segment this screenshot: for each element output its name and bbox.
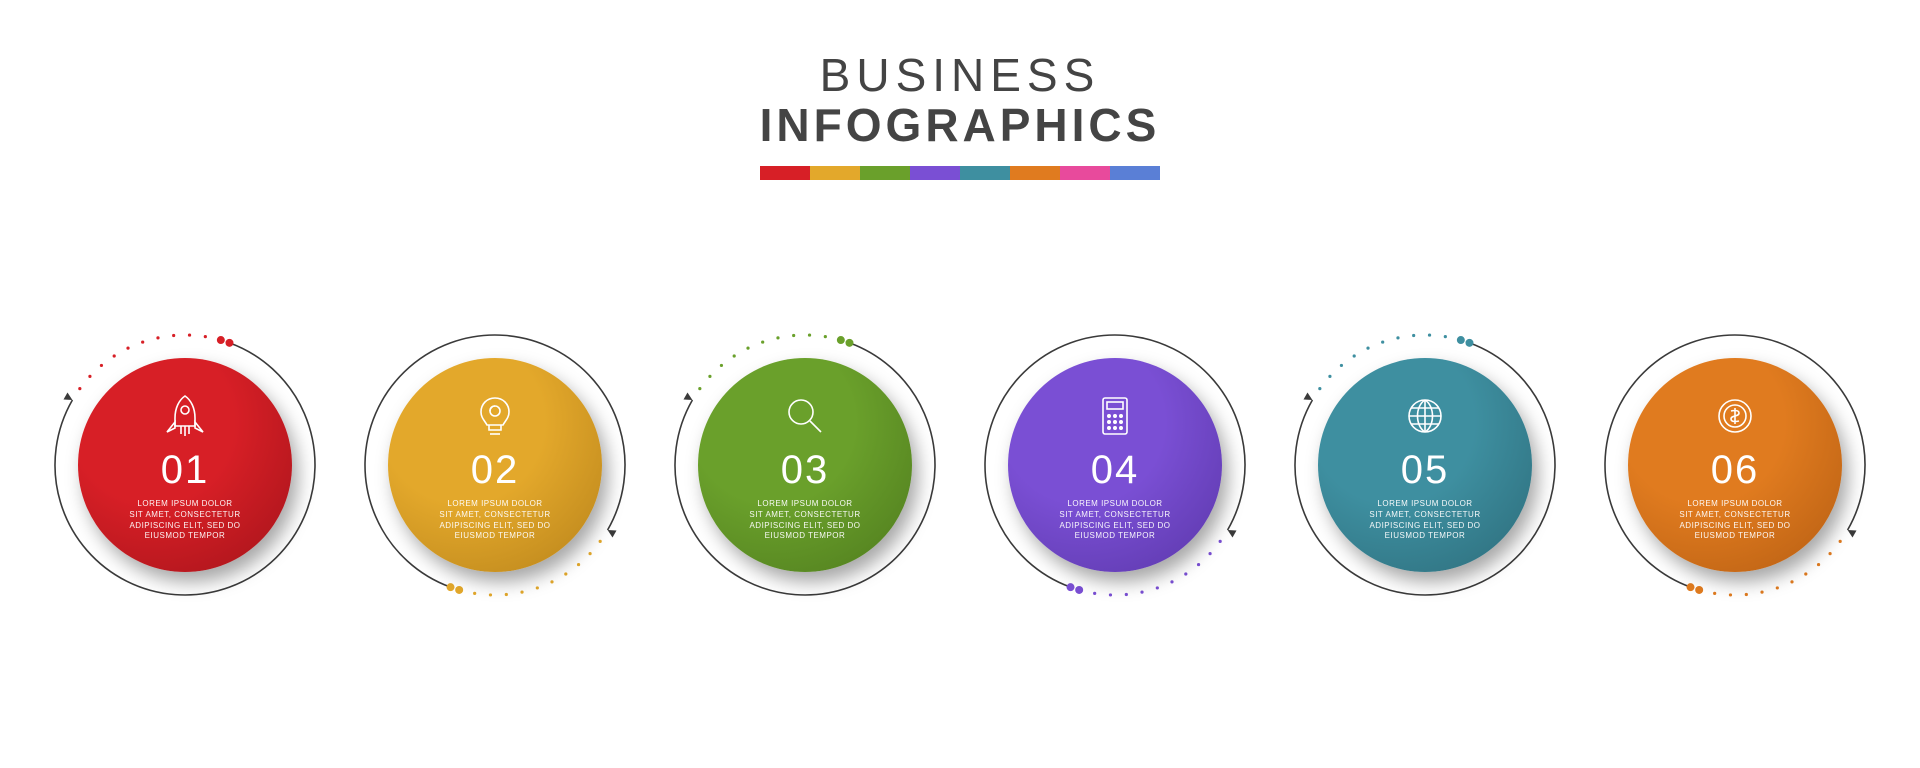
color-bar — [0, 166, 1920, 180]
steps-row: 01 LOREM IPSUM DOLOR SIT AMET, CONSECTET… — [0, 340, 1920, 590]
step-circle: 04 LOREM IPSUM DOLOR SIT AMET, CONSECTET… — [1008, 358, 1222, 572]
step-05: 05 LOREM IPSUM DOLOR SIT AMET, CONSECTET… — [1300, 340, 1550, 590]
step-04: 04 LOREM IPSUM DOLOR SIT AMET, CONSECTET… — [990, 340, 1240, 590]
step-06: 06 LOREM IPSUM DOLOR SIT AMET, CONSECTET… — [1610, 340, 1860, 590]
step-number: 02 — [471, 448, 520, 493]
step-number: 05 — [1401, 448, 1450, 493]
color-bar-segment — [760, 166, 810, 180]
step-description: LOREM IPSUM DOLOR SIT AMET, CONSECTETUR … — [129, 499, 240, 542]
step-number: 04 — [1091, 448, 1140, 493]
header: BUSINESS INFOGRAPHICS — [0, 0, 1920, 180]
title-line2: INFOGRAPHICS — [0, 98, 1920, 152]
step-03: 03 LOREM IPSUM DOLOR SIT AMET, CONSECTET… — [680, 340, 930, 590]
step-number: 03 — [781, 448, 830, 493]
title-line1: BUSINESS — [0, 48, 1920, 102]
step-description: LOREM IPSUM DOLOR SIT AMET, CONSECTETUR … — [1369, 499, 1480, 542]
color-bar-segment — [1060, 166, 1110, 180]
step-description: LOREM IPSUM DOLOR SIT AMET, CONSECTETUR … — [1679, 499, 1790, 542]
step-01: 01 LOREM IPSUM DOLOR SIT AMET, CONSECTET… — [60, 340, 310, 590]
bulb-icon — [471, 388, 519, 444]
step-02: 02 LOREM IPSUM DOLOR SIT AMET, CONSECTET… — [370, 340, 620, 590]
globe-icon — [1401, 388, 1449, 444]
step-circle: 03 LOREM IPSUM DOLOR SIT AMET, CONSECTET… — [698, 358, 912, 572]
step-number: 06 — [1711, 448, 1760, 493]
color-bar-segment — [1110, 166, 1160, 180]
color-bar-segment — [810, 166, 860, 180]
color-bar-segment — [960, 166, 1010, 180]
step-circle: 02 LOREM IPSUM DOLOR SIT AMET, CONSECTET… — [388, 358, 602, 572]
step-description: LOREM IPSUM DOLOR SIT AMET, CONSECTETUR … — [439, 499, 550, 542]
color-bar-segment — [860, 166, 910, 180]
step-number: 01 — [161, 448, 210, 493]
coin-icon — [1711, 388, 1759, 444]
step-description: LOREM IPSUM DOLOR SIT AMET, CONSECTETUR … — [749, 499, 860, 542]
color-bar-segment — [1010, 166, 1060, 180]
calculator-icon — [1091, 388, 1139, 444]
step-circle: 05 LOREM IPSUM DOLOR SIT AMET, CONSECTET… — [1318, 358, 1532, 572]
magnifier-icon — [781, 388, 829, 444]
step-description: LOREM IPSUM DOLOR SIT AMET, CONSECTETUR … — [1059, 499, 1170, 542]
step-circle: 06 LOREM IPSUM DOLOR SIT AMET, CONSECTET… — [1628, 358, 1842, 572]
color-bar-segment — [910, 166, 960, 180]
step-circle: 01 LOREM IPSUM DOLOR SIT AMET, CONSECTET… — [78, 358, 292, 572]
rocket-icon — [161, 388, 209, 444]
